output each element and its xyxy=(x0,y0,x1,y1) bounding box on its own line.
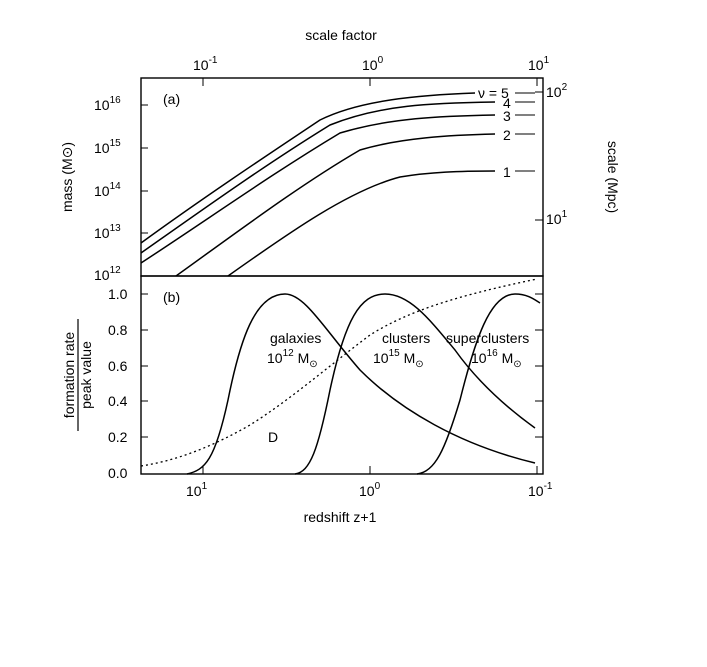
mass-curve-nu-5 xyxy=(140,92,476,244)
panel-b-annotations: galaxies 1012 M⊙ clusters 1015 M⊙ superc… xyxy=(267,330,529,445)
panel-b-label: (b) xyxy=(163,289,180,305)
curve-clusters xyxy=(294,293,536,475)
series-label-nu5: ν = 5 xyxy=(478,85,509,101)
series-label-3: 3 xyxy=(503,108,511,124)
top-axis-title: scale factor xyxy=(305,27,377,43)
svg-text:mass (M⊙): mass (M⊙) xyxy=(59,142,75,212)
panel-a-ylabel: mass (M⊙) xyxy=(59,142,75,212)
svg-text:scale (Mpc): scale (Mpc) xyxy=(605,141,621,213)
b-y-tick: 0.2 xyxy=(108,429,128,445)
top-tick-label: 100 xyxy=(362,55,384,73)
x-tick-label: 10-1 xyxy=(528,481,553,499)
panel-a-left-ticks: 1016 1015 1014 1013 1012 xyxy=(94,95,148,283)
series-label-2: 2 xyxy=(503,127,511,143)
x-axis-title: redshift z+1 xyxy=(304,509,377,525)
right-tick-label: 101 xyxy=(546,209,568,227)
top-tick-label: 101 xyxy=(528,55,550,73)
y-tick-label: 1013 xyxy=(94,223,121,241)
curve-superclusters xyxy=(416,293,541,475)
D-label: D xyxy=(268,429,278,445)
panel-a-right-ylabel: scale (Mpc) xyxy=(605,141,621,213)
panel-a-curve-labels: ν = 5 4 3 2 1 xyxy=(478,85,535,180)
b-y-tick: 0.6 xyxy=(108,358,128,374)
superclusters-mass: 1016 M⊙ xyxy=(471,348,522,370)
b-y-tick: 0.0 xyxy=(108,465,128,481)
x-tick-label: 101 xyxy=(186,481,208,499)
galaxies-mass: 1012 M⊙ xyxy=(267,348,318,370)
mass-curve-nu-4 xyxy=(140,101,496,254)
svg-text:formation rate: formation rate xyxy=(61,332,77,419)
clusters-mass: 1015 M⊙ xyxy=(373,348,424,370)
mass-curve-nu-1 xyxy=(227,170,496,277)
panel-b-ylabel: formation rate peak value xyxy=(61,319,94,431)
panel-b-left-ticks: 0.0 0.2 0.4 0.6 0.8 1.0 xyxy=(108,286,543,481)
panel-a-curves xyxy=(140,92,496,277)
superclusters-label: superclusters xyxy=(446,330,529,346)
curve-galaxies xyxy=(186,293,536,475)
b-y-tick: 0.8 xyxy=(108,322,128,338)
series-label-4: 4 xyxy=(503,95,511,111)
panel-b-curves xyxy=(140,278,541,475)
y-tick-label: 1016 xyxy=(94,95,121,113)
top-axis-ticks: 10-1 100 101 xyxy=(193,55,550,86)
panel-a-frame xyxy=(140,77,544,277)
galaxies-label: galaxies xyxy=(270,330,321,346)
mass-curve-nu-2 xyxy=(175,133,496,277)
panel-a-right-ticks: 102 101 xyxy=(535,82,568,227)
panel-b-bottom-ticks: 101 100 10-1 xyxy=(186,466,553,499)
y-tick-label: 1014 xyxy=(94,181,121,199)
clusters-label: clusters xyxy=(382,330,430,346)
panel-a-label: (a) xyxy=(163,91,180,107)
right-tick-label: 102 xyxy=(546,82,568,100)
x-tick-label: 100 xyxy=(359,481,381,499)
y-tick-label: 1015 xyxy=(94,138,121,156)
b-y-tick: 0.4 xyxy=(108,393,128,409)
curve-D xyxy=(140,278,538,467)
top-tick-label: 10-1 xyxy=(193,55,218,73)
svg-text:peak value: peak value xyxy=(78,341,94,409)
series-label-1: 1 xyxy=(503,164,511,180)
b-y-tick: 1.0 xyxy=(108,286,128,302)
panel-b-frame xyxy=(140,275,544,475)
mass-curve-nu-3 xyxy=(140,114,496,264)
y-tick-label: 1012 xyxy=(94,265,121,283)
